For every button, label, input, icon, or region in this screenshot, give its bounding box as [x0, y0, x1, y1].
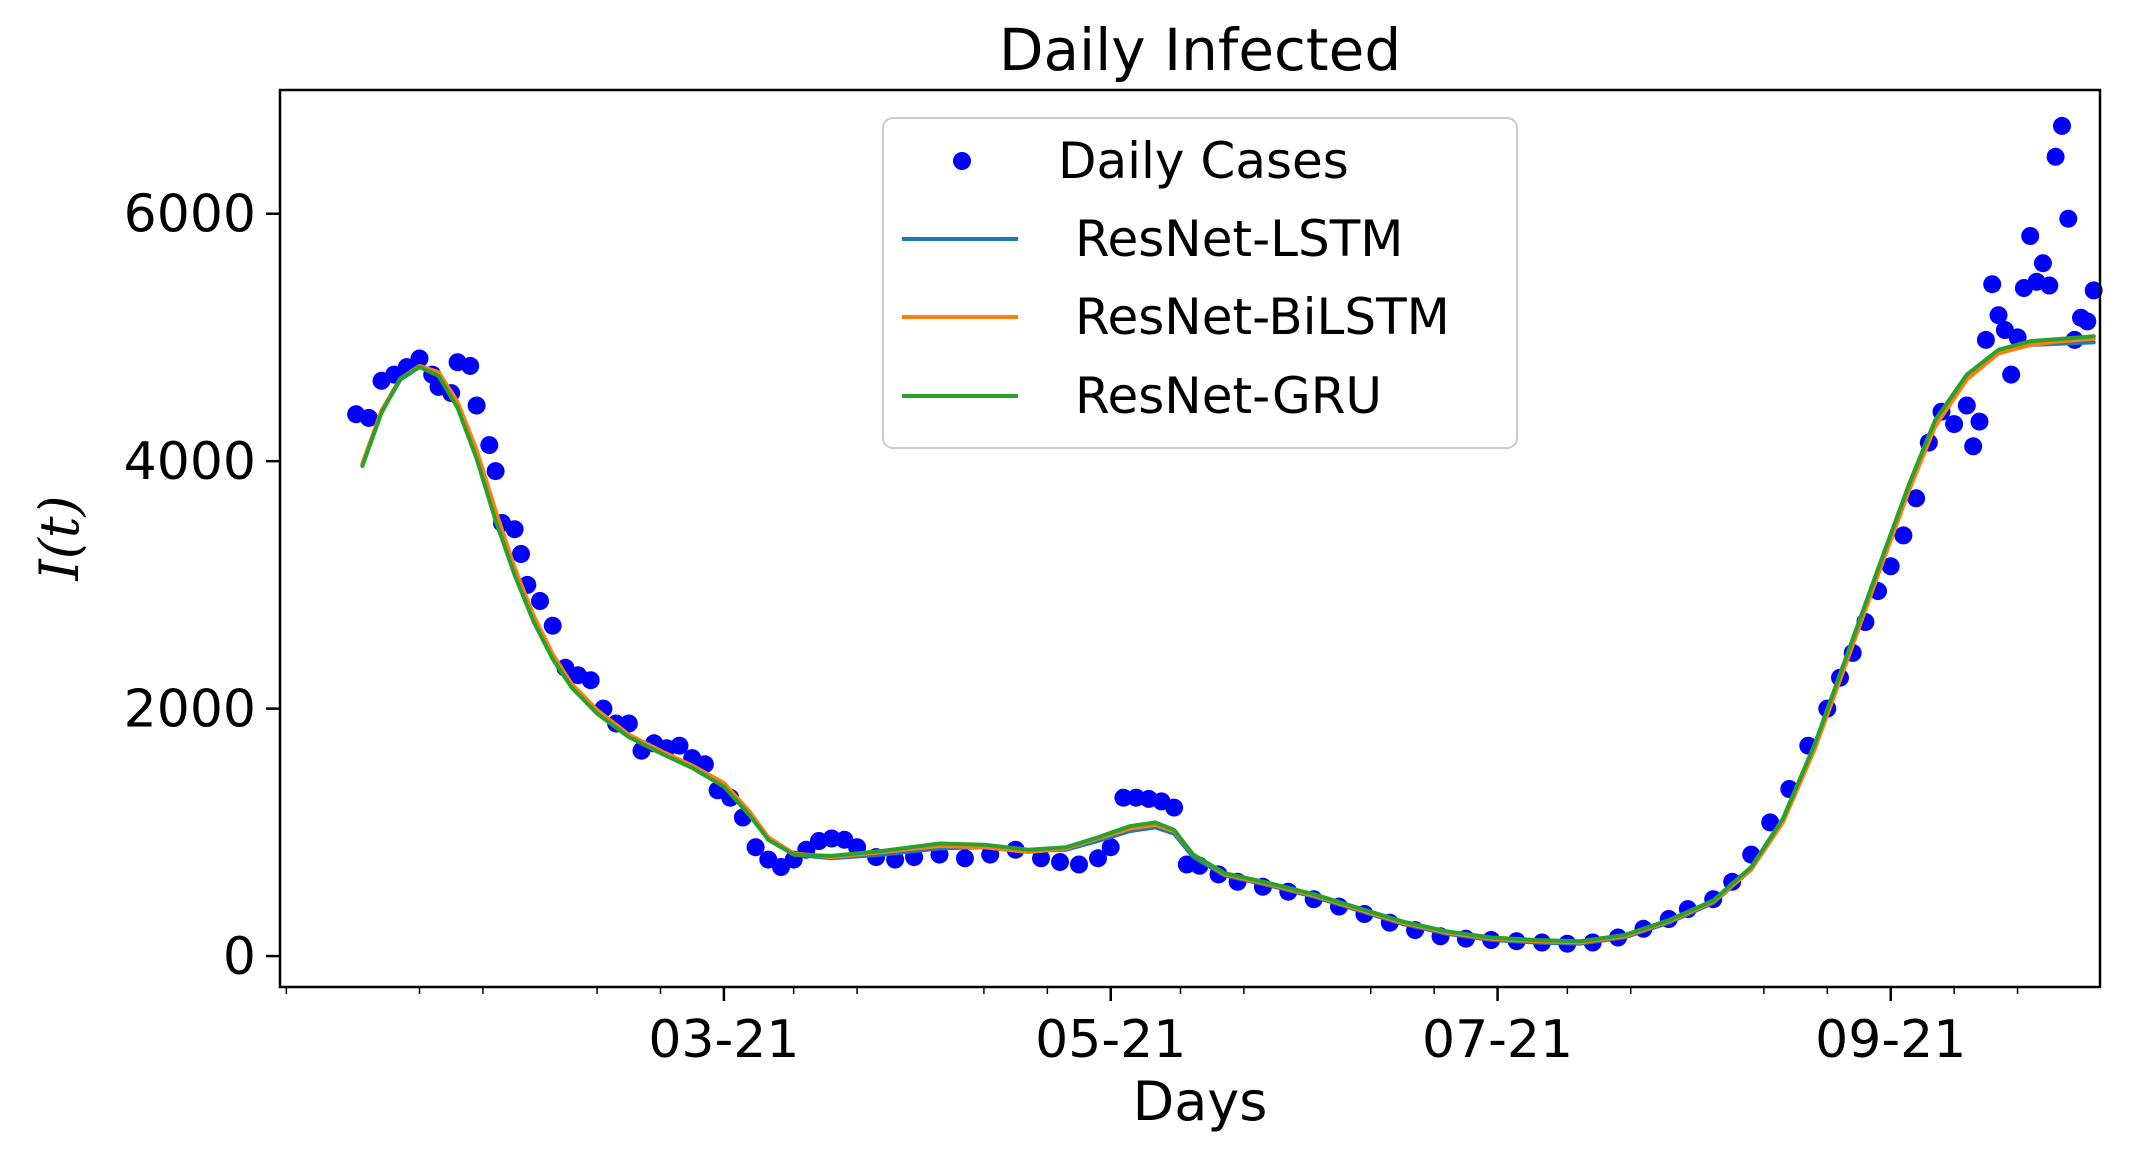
daily-case-point-104 — [1983, 275, 2002, 294]
daily-case-point-13 — [486, 462, 505, 481]
daily-case-point-16 — [512, 545, 530, 563]
daily-case-point-11 — [467, 396, 486, 415]
daily-case-point-56 — [1114, 788, 1133, 807]
y-axis-ticks: 0 2000 4000 6000 — [124, 185, 280, 987]
legend-label-resnet-bilstm: ResNet-BiLSTM — [1075, 288, 1450, 346]
daily-case-point-103 — [1976, 330, 1995, 349]
daily-case-point-53 — [1070, 855, 1088, 874]
daily-case-point-86 — [1761, 813, 1780, 832]
daily-case-point-60 — [1165, 798, 1184, 817]
daily-case-point-55 — [1101, 838, 1120, 857]
daily-case-point-51 — [1032, 849, 1050, 868]
y-tick-label-1: 2000 — [124, 680, 256, 740]
daily-case-point-52 — [1051, 853, 1069, 871]
x-tick-label-0: 03-21 — [648, 1010, 799, 1070]
legend-label-daily-cases: Daily Cases — [1058, 132, 1349, 190]
daily-case-point-10 — [461, 356, 480, 375]
x-axis-label: Days — [1133, 1070, 1268, 1133]
daily-case-point-5 — [410, 349, 429, 368]
daily-case-point-29 — [670, 736, 689, 755]
daily-case-point-105 — [1989, 306, 2008, 325]
y-tick-label-2: 4000 — [124, 432, 256, 492]
legend-label-resnet-lstm: ResNet-LSTM — [1075, 210, 1403, 268]
daily-case-point-25 — [619, 714, 638, 733]
daily-case-point-94 — [1881, 557, 1900, 576]
plot-frame — [278, 88, 2102, 989]
y-axis-label: I(t) — [28, 495, 91, 581]
daily-case-point-113 — [2040, 276, 2059, 295]
x-tick-label-2: 07-21 — [1422, 1010, 1573, 1070]
x-tick-label-1: 05-21 — [1035, 1010, 1186, 1070]
daily-case-point-15 — [505, 520, 524, 539]
daily-case-point-35 — [746, 838, 765, 857]
daily-case-point-18 — [531, 592, 549, 610]
y-tick-label-3: 6000 — [124, 185, 256, 245]
daily-case-point-96 — [1907, 489, 1926, 508]
daily-case-point-119 — [2078, 312, 2097, 331]
x-tick-label-3: 09-21 — [1815, 1010, 1966, 1070]
daily-case-point-114 — [2046, 147, 2065, 166]
daily-case-point-19 — [543, 616, 562, 635]
daily-case-point-48 — [955, 849, 974, 868]
plot-area — [347, 116, 2103, 953]
legend-label-resnet-gru: ResNet-GRU — [1075, 367, 1382, 425]
daily-case-point-101 — [1964, 437, 1983, 456]
daily-case-point-115 — [2053, 116, 2071, 135]
daily-case-point-22 — [581, 671, 600, 690]
daily-case-point-116 — [2059, 209, 2078, 228]
daily-case-point-54 — [1089, 849, 1107, 868]
daily-case-point-120 — [2084, 281, 2103, 300]
legend-box — [882, 117, 1518, 449]
legend: Daily Cases ResNet-LSTM ResNet-BiLSTM Re… — [882, 117, 1518, 449]
daily-case-point-112 — [2033, 254, 2052, 273]
daily-case-point-95 — [1894, 526, 1913, 545]
chart-title: Daily Infected — [999, 16, 1401, 84]
daily-case-point-100 — [1957, 396, 1976, 415]
x-axis-ticks: 03-21 05-21 07-21 09-21 — [285, 987, 2019, 1070]
series-line-resnet-gru — [360, 334, 2096, 944]
daily-case-point-107 — [2002, 365, 2021, 384]
daily-case-point-102 — [1970, 412, 1989, 431]
daily-case-point-99 — [1945, 415, 1964, 434]
daily-case-point-1 — [359, 408, 378, 427]
legend-marker-daily-cases — [953, 152, 971, 170]
daily-case-point-12 — [480, 436, 499, 455]
daily-case-point-110 — [2021, 227, 2040, 245]
y-tick-label-0: 0 — [223, 927, 256, 987]
